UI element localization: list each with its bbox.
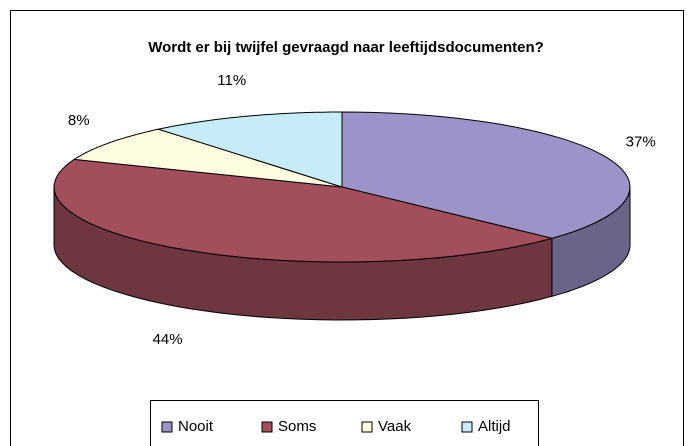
slice (53, 158, 553, 263)
slice (72, 128, 343, 188)
legend-box (150, 400, 539, 446)
legend-label: Vaak (378, 418, 412, 435)
data-label: 11% (217, 72, 246, 89)
data-label: 8% (68, 112, 90, 129)
slice (156, 111, 343, 188)
chart-title: Wordt er bij twijfel gevraagd naar leeft… (148, 39, 544, 56)
data-label: 44% (153, 331, 183, 348)
legend-swatch (361, 421, 373, 433)
legend-swatch (461, 421, 473, 433)
data-label: 37% (626, 133, 656, 150)
slice (341, 111, 631, 239)
legend-swatch (161, 421, 173, 433)
legend-label: Altijd (478, 418, 511, 435)
legend-label: Soms (278, 418, 316, 435)
legend-swatch (261, 421, 273, 433)
legend-label: Nooit (178, 418, 214, 435)
